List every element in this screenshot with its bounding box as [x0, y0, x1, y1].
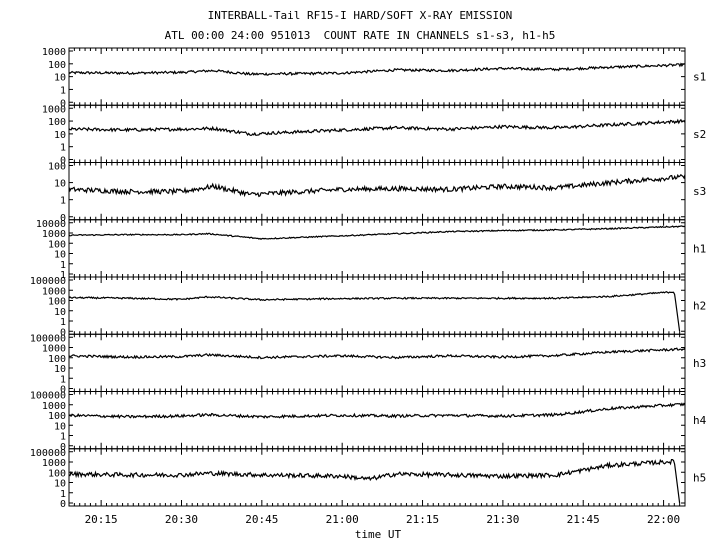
y-tick-label: 0: [60, 442, 66, 453]
y-tick-label: 1000: [42, 458, 66, 469]
y-tick-label: 1000: [42, 104, 66, 115]
y-tick-label: 1: [60, 143, 66, 154]
series-line-h3: [68, 347, 686, 360]
y-tick-label: 100: [48, 468, 66, 479]
y-tick-label: 100: [48, 117, 66, 128]
series-line-h4: [68, 402, 686, 420]
y-tick-label: 1: [60, 260, 66, 271]
y-tick-label: 1: [60, 432, 66, 443]
panel-frame: [68, 333, 686, 392]
y-tick-label: 0: [60, 98, 66, 109]
y-tick-label: 10: [54, 73, 66, 84]
y-tick-label: 10: [54, 479, 66, 490]
channel-label-s3: s3: [693, 185, 706, 198]
panel-frame: [68, 47, 686, 106]
y-tick-label: 10: [54, 179, 66, 190]
channel-label-h1: h1: [693, 242, 706, 255]
y-tick-label: 1000: [42, 47, 66, 58]
series-line-s3: [68, 173, 686, 198]
y-tick-label: 10: [54, 421, 66, 432]
y-tick-label: 0: [60, 156, 66, 167]
y-tick-label: 100: [48, 297, 66, 308]
y-tick-label: 10: [54, 364, 66, 375]
channel-label-h5: h5: [693, 471, 706, 484]
y-tick-label: 10000: [36, 219, 66, 230]
panel-frame: [68, 448, 686, 507]
y-tick-label: 1000: [42, 344, 66, 355]
y-tick-label: 1000: [42, 286, 66, 297]
y-tick-label: 100: [48, 162, 66, 173]
x-axis-label: time UT: [355, 528, 402, 541]
x-tick-label: 20:30: [165, 513, 198, 526]
y-tick-label: 0: [60, 327, 66, 338]
y-tick-label: 1000: [42, 229, 66, 240]
channel-label-h4: h4: [693, 414, 707, 427]
channel-label-h3: h3: [693, 357, 706, 370]
y-tick-label: 100000: [30, 448, 66, 459]
panels: 10001001010s110001001010s21001010s310000…: [30, 47, 707, 510]
x-tick-label: 22:00: [647, 513, 680, 526]
y-tick-label: 0: [60, 499, 66, 510]
x-tick-label: 21:45: [567, 513, 600, 526]
x-axis: 20:15 20:30 20:45 21:00 21:15 21:30 21:45 22:00: [68, 48, 686, 526]
y-tick-label: 1: [60, 317, 66, 328]
y-tick-label: 1: [60, 85, 66, 96]
chart-subtitle: ATL 00:00 24:00 951013 COUNT RATE IN CHA…: [164, 29, 556, 42]
y-tick-label: 100: [48, 239, 66, 250]
y-tick-label: 100: [48, 411, 66, 422]
y-tick-label: 1: [60, 196, 66, 207]
chart-title: INTERBALL-Tail RF15-I HARD/SOFT X-RAY EM…: [207, 9, 513, 22]
y-tick-label: 1: [60, 270, 66, 281]
y-tick-label: 0: [60, 213, 66, 224]
x-tick-label: 21:15: [406, 513, 439, 526]
y-tick-label: 10: [54, 307, 66, 318]
series-line-s2: [68, 118, 686, 137]
x-tick-label: 20:15: [85, 513, 118, 526]
y-tick-label: 100000: [30, 276, 66, 287]
x-tick-label: 21:00: [326, 513, 359, 526]
y-tick-label: 100: [48, 354, 66, 365]
channel-label-h2: h2: [693, 300, 706, 313]
series-line-s1: [68, 62, 686, 76]
panel-frame: [68, 104, 686, 163]
series-line-h1: [68, 225, 686, 241]
y-tick-label: 10: [54, 250, 66, 261]
channel-label-s2: s2: [693, 128, 706, 141]
y-tick-label: 1000: [42, 401, 66, 412]
y-tick-label: 100: [48, 60, 66, 71]
y-tick-label: 0: [60, 385, 66, 396]
series-line-h5: [68, 458, 681, 504]
x-tick-label: 21:30: [486, 513, 519, 526]
panel-frame: [68, 391, 686, 450]
panel-frame: [68, 276, 686, 335]
y-tick-label: 10: [54, 130, 66, 141]
y-tick-label: 100000: [30, 333, 66, 344]
y-tick-label: 100000: [30, 391, 66, 402]
panel-frame: [68, 219, 686, 278]
series-line-h2: [68, 291, 681, 332]
x-tick-label: 20:45: [245, 513, 278, 526]
y-tick-label: 1: [60, 489, 66, 500]
channel-label-s1: s1: [693, 71, 706, 84]
y-tick-label: 1: [60, 374, 66, 385]
